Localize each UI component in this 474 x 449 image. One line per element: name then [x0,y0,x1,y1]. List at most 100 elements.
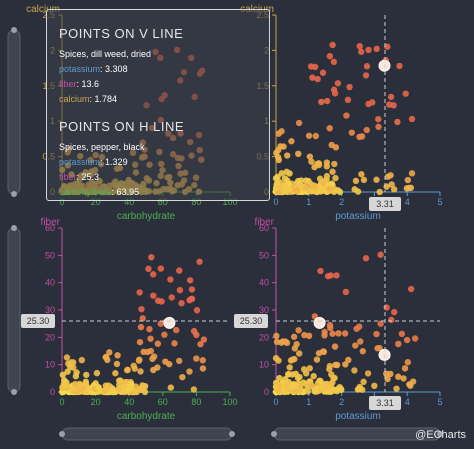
data-point [352,342,359,349]
data-point [391,308,398,316]
slider-handle [11,191,17,197]
data-point [359,348,366,355]
data-point [383,370,390,377]
y-tick-label: 30 [259,305,269,315]
data-point [288,138,295,145]
data-point [281,182,288,190]
slider-handle [437,431,443,437]
data-point [287,357,295,364]
slider-handle [271,431,277,437]
data-point [296,387,303,394]
data-point [326,362,334,370]
tooltip-label: carbohydrate [59,187,112,197]
data-point [395,373,402,380]
data-point [362,255,370,262]
data-point [333,272,340,279]
tooltip-value: 13.6 [81,79,100,89]
data-point [293,340,300,348]
tooltip-value: 1.784 [94,94,118,104]
data-point [286,364,293,371]
x-axis-title: potassium [335,211,381,222]
data-point [396,62,403,70]
data-point [408,170,416,177]
data-point [290,380,298,388]
data-point [176,357,183,365]
x-tick-label: 20 [91,397,101,407]
data-point [400,375,407,382]
data-point [275,387,282,395]
data-point [383,304,390,311]
data-point [284,152,291,159]
data-point [139,382,146,389]
data-point [277,143,284,150]
data-point [358,133,366,140]
data-point [308,381,315,389]
data-point [373,45,380,53]
data-point [356,42,363,50]
data-point [161,331,168,338]
data-point [137,368,144,375]
data-point [401,365,409,372]
slider-handle [11,225,17,231]
data-point [293,187,301,194]
x-tick-label: 40 [124,397,134,407]
data-point [411,335,419,342]
y-tick-label: 60 [45,223,55,233]
x-tick-label: 60 [158,197,168,207]
data-point [128,380,135,388]
data-point [278,170,285,177]
data-point [309,74,316,81]
data-point [275,130,282,137]
data-point [193,307,201,314]
slider-handle [11,389,17,395]
data-point [398,330,406,338]
data-point [78,356,86,364]
data-point [342,288,350,296]
data-point [93,369,101,377]
data-point [197,341,204,348]
pointer-x-label-bottom-bg [369,396,401,410]
data-point [76,382,84,389]
data-point [363,126,370,134]
data-point [150,366,157,374]
tooltip-v-row: fiber: 13.6 [59,79,100,89]
tooltip-v-title: POINTS ON V LINE [59,26,184,41]
data-point [274,154,282,161]
data-point [154,340,162,347]
data-point [324,97,331,105]
data-point [346,83,353,91]
data-point [113,360,121,368]
data-point [301,331,308,339]
data-point [104,356,111,364]
y-axis-title: fiber [255,217,275,228]
data-point [331,343,339,350]
data-point [286,170,293,177]
data-point [131,365,138,372]
data-point [167,276,174,283]
data-point [375,115,382,123]
tooltip-h-row: fiber: 25.3 [59,172,100,182]
tooltip-v-name: Spices, dill weed, dried [59,49,152,59]
x-tick-label: 4 [405,397,410,407]
y-tick-label: 0 [50,387,55,397]
data-point [334,80,342,87]
y-tick-label: 30 [45,305,55,315]
data-point [317,267,324,275]
data-point [327,272,334,279]
x-tick-label: 5 [437,397,442,407]
pointer-y-label-right: 25.30 [240,316,263,326]
data-point [145,265,152,273]
tooltip-label: potassium [59,157,101,167]
tooltip-v-row: calcium: 1.784 [59,94,118,104]
data-point [404,359,412,366]
data-point [394,118,401,126]
data-point [328,388,335,395]
data-point [123,366,131,374]
data-point [281,376,289,383]
data-point [59,371,67,379]
data-point [199,357,206,364]
data-point [305,132,313,139]
data-point [395,340,402,348]
slider-handle [59,431,65,437]
data-point [186,297,193,304]
